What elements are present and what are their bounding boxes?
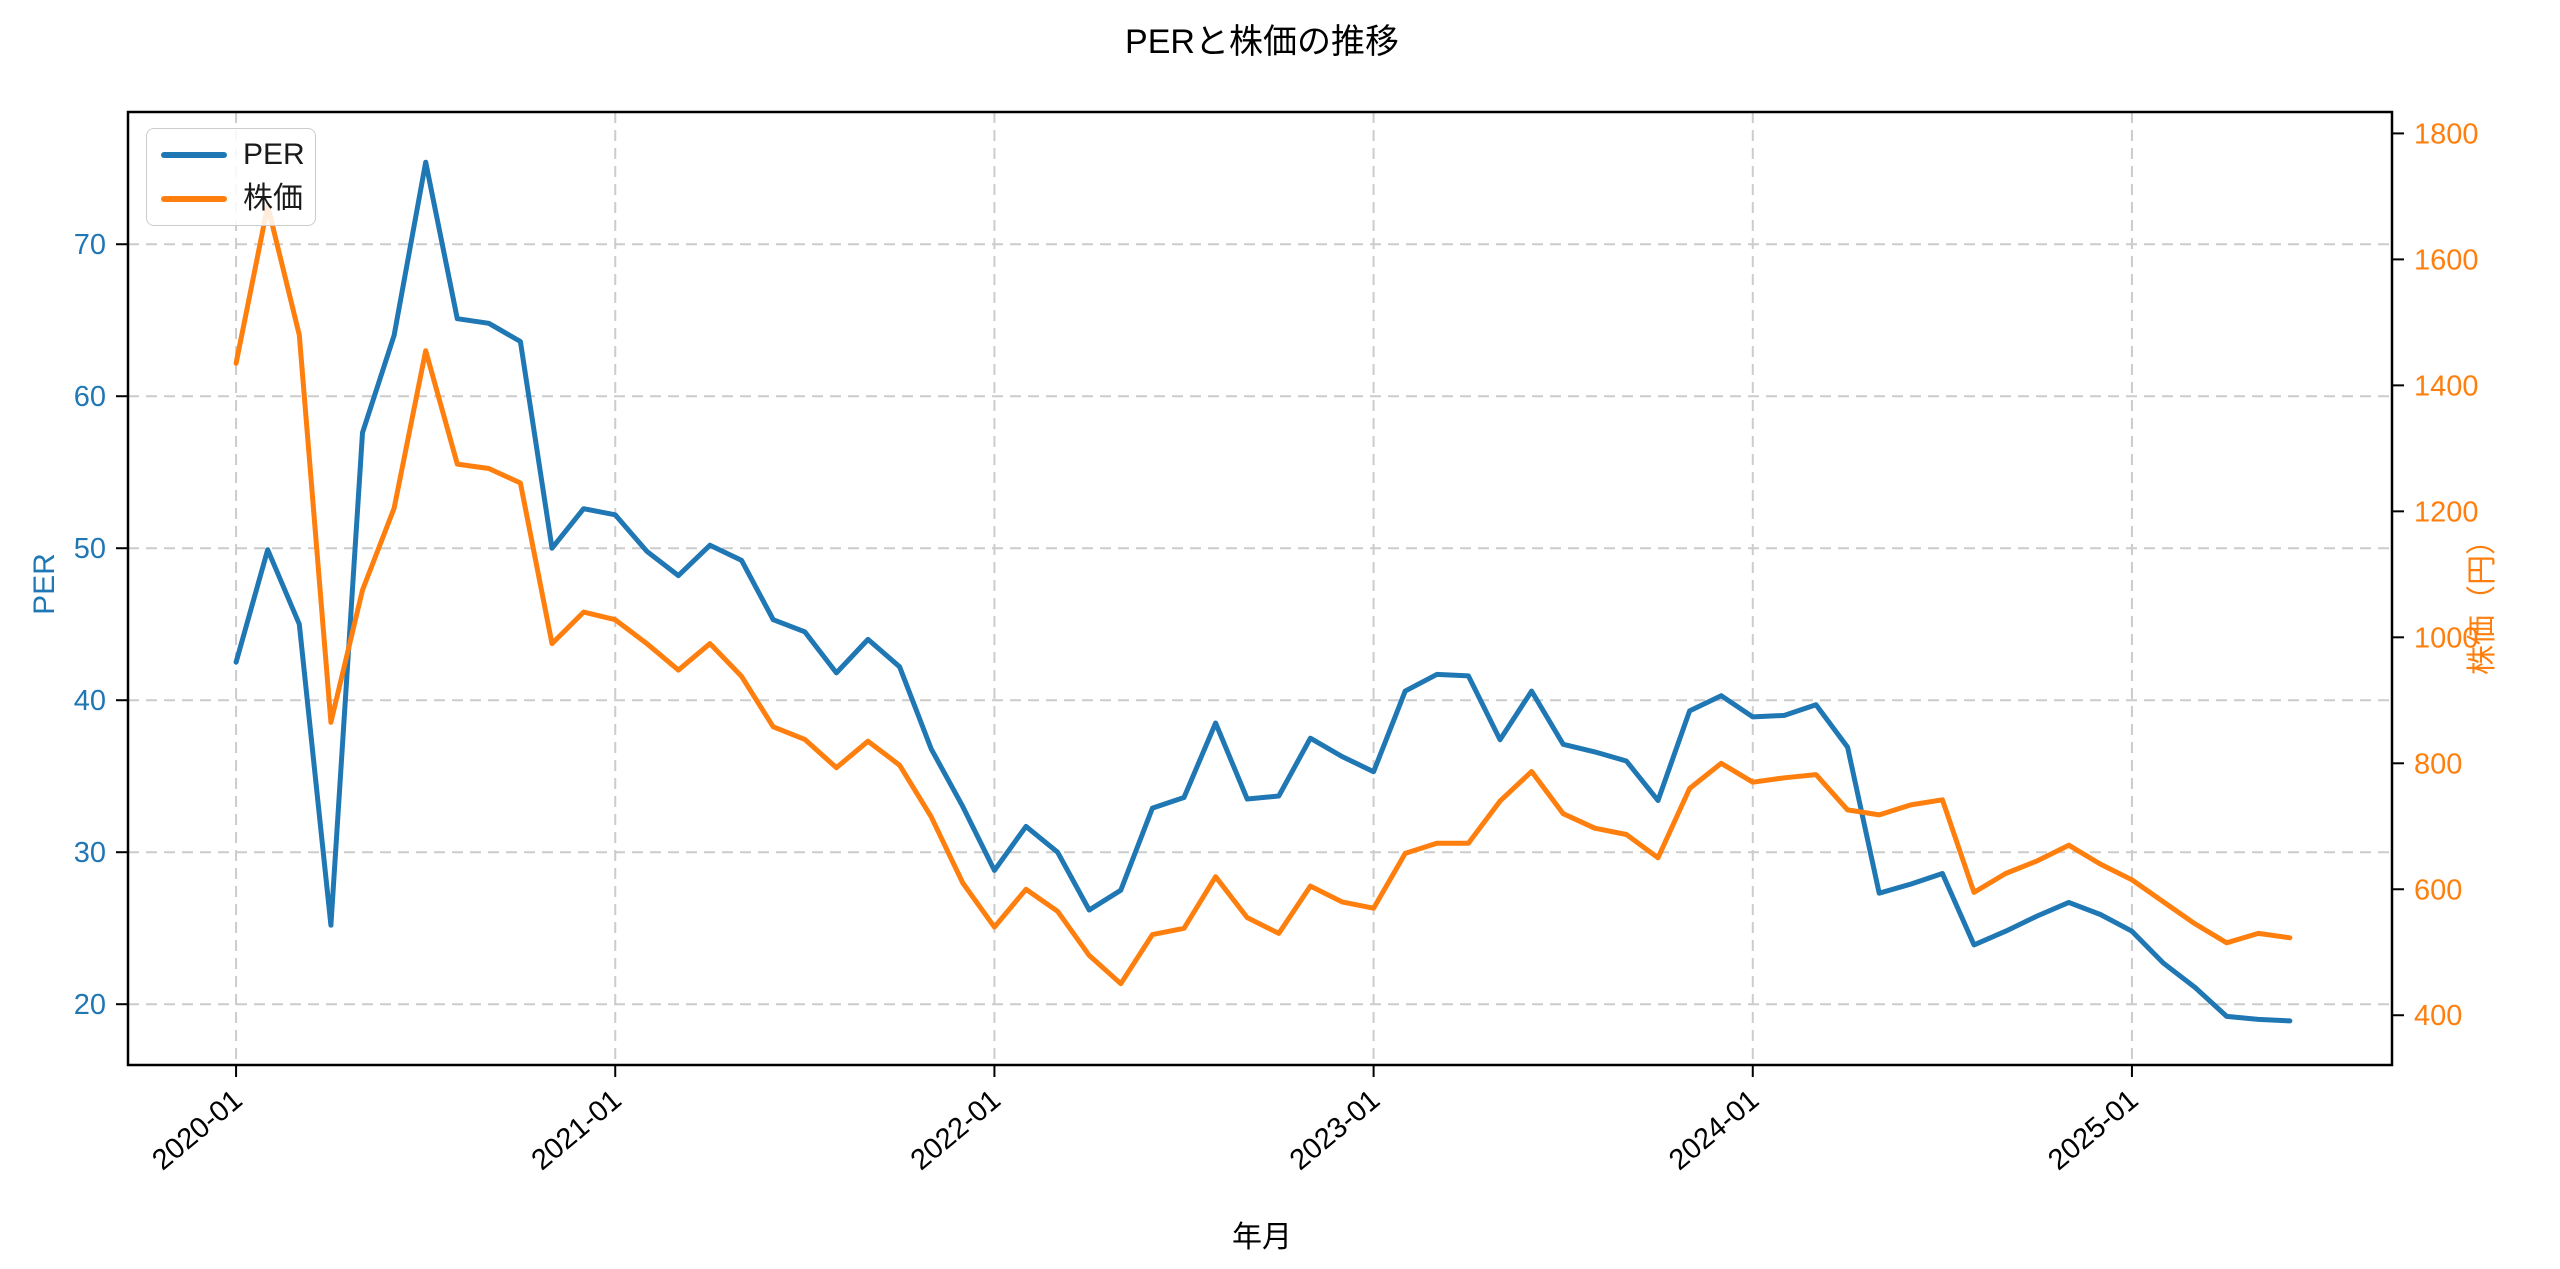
- kabuka-line: [233, 203, 2293, 987]
- per-line-swatch: [161, 152, 227, 158]
- per-line: [233, 159, 2293, 1024]
- x-axis-label: 年月: [1232, 1221, 1292, 1254]
- x-tick-label: 2022-01: [905, 1084, 1007, 1177]
- legend-item-per: PER: [161, 140, 315, 170]
- kabuka-line-swatch: [161, 196, 227, 202]
- right-tick-label: 1800: [2414, 118, 2479, 150]
- x-tick-label: 2021-01: [526, 1084, 628, 1177]
- right-tick-label: 1000: [2414, 622, 2479, 654]
- legend-label: 株価: [243, 182, 303, 215]
- x-tick-label: 2023-01: [1284, 1084, 1386, 1177]
- left-tick-label: 20: [74, 989, 106, 1021]
- x-tick-label: 2025-01: [2042, 1084, 2144, 1177]
- legend: PER 株価: [146, 128, 316, 226]
- right-tick-label: 1200: [2414, 496, 2479, 528]
- legend-item-kabuka: 株価: [161, 184, 315, 214]
- y-axis-label-left: PER: [27, 553, 61, 615]
- x-tick-label: 2024-01: [1663, 1084, 1765, 1177]
- chart-title: PERと株価の推移: [1125, 23, 1399, 61]
- legend-label: PER: [243, 138, 305, 171]
- right-tick-label: 400: [2414, 1000, 2462, 1032]
- y-axis-label-right: 株価（円）: [2466, 525, 2499, 675]
- left-tick-label: 70: [74, 229, 106, 261]
- left-tick-label: 50: [74, 533, 106, 565]
- right-tick-label: 1600: [2414, 244, 2479, 276]
- right-tick-label: 1400: [2414, 370, 2479, 402]
- right-tick-label: 800: [2414, 748, 2462, 780]
- axes-frame: [126, 110, 2394, 1067]
- left-tick-label: 40: [74, 685, 106, 717]
- left-tick-label: 60: [74, 381, 106, 413]
- right-tick-label: 600: [2414, 874, 2462, 906]
- x-tick-label: 2020-01: [146, 1084, 248, 1177]
- left-tick-label: 30: [74, 837, 106, 869]
